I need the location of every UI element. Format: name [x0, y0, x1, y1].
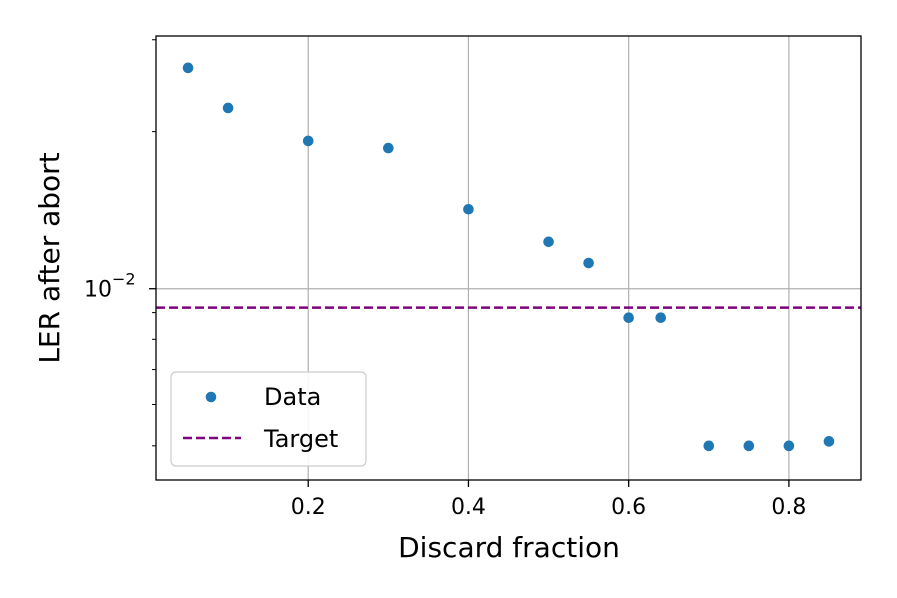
y-tick-label-exponent: −2 — [112, 270, 136, 289]
legend: Data Target — [170, 371, 367, 467]
data-point — [583, 257, 594, 269]
data-point — [655, 312, 667, 323]
legend-box — [170, 371, 367, 467]
y-axis-label: LER after abort — [33, 152, 66, 363]
x-tick-label: 0.2 — [291, 495, 326, 520]
data-point — [222, 102, 234, 114]
legend-data-label: Data — [264, 383, 321, 411]
data-point — [703, 440, 715, 452]
x-tick-label: 0.8 — [771, 495, 806, 520]
data-point — [823, 436, 835, 447]
data-point — [302, 135, 314, 147]
data-point — [623, 312, 634, 323]
legend-target-label: Target — [263, 425, 338, 453]
data-point — [543, 236, 554, 248]
x-axis-label: Discard fraction — [398, 531, 620, 564]
legend-data-marker — [205, 391, 217, 403]
data-point — [463, 203, 474, 215]
data-point — [743, 440, 755, 452]
data-points — [182, 62, 835, 452]
x-tick-label: 0.4 — [451, 495, 486, 520]
x-tick-label: 0.6 — [611, 495, 646, 520]
data-point — [783, 440, 795, 452]
y-axis: 10 −2 — [84, 39, 156, 447]
y-tick-label-base: 10 — [84, 278, 112, 303]
data-point — [182, 62, 194, 74]
x-axis: 0.2 0.4 0.6 0.8 — [291, 480, 806, 520]
data-point — [383, 142, 394, 154]
plot-frame — [155, 35, 862, 481]
